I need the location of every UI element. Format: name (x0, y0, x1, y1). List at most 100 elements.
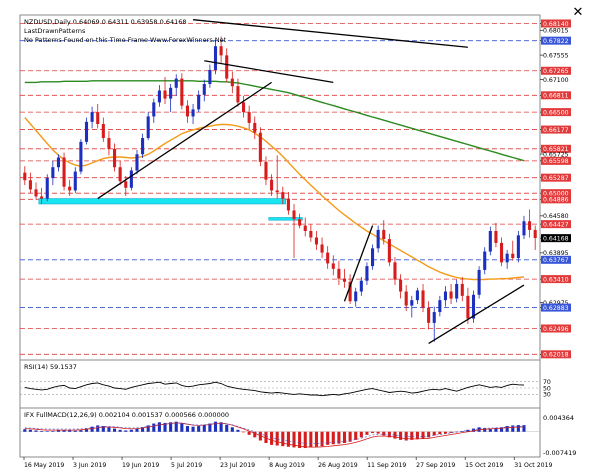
macd-bar (365, 431, 369, 435)
macd-bar (427, 431, 431, 438)
candle-body (399, 279, 403, 292)
trendlines[interactable] (97, 19, 525, 344)
candle-body (511, 253, 515, 259)
trendline[interactable] (193, 19, 468, 48)
macd-bar (40, 431, 44, 432)
candle-body (382, 229, 386, 240)
trendline[interactable] (343, 225, 374, 302)
rsi-level-label: 30 (543, 392, 551, 399)
macd-bar (141, 427, 145, 432)
candle-body (427, 307, 431, 323)
price-label-box (541, 144, 571, 153)
macd-bar (382, 431, 386, 436)
macd-bar (303, 431, 307, 449)
time-label: 8 Aug 2019 (269, 462, 305, 469)
macd-bar (270, 431, 274, 445)
macd-bar (84, 428, 89, 432)
macd-bottom-label: -0.007419 (543, 449, 576, 457)
candle-body (258, 132, 262, 162)
macd-bar (443, 431, 447, 434)
candle-body (247, 112, 251, 123)
candle-body (449, 291, 453, 299)
candle-body (376, 229, 380, 249)
macd-bar (62, 430, 66, 432)
macd-bar (522, 425, 526, 432)
main-price-pane[interactable] (19, 14, 541, 361)
zone-rect (268, 217, 303, 221)
price-label-box (541, 156, 571, 165)
candle-body (253, 122, 257, 133)
time-label: 19 Jun 2019 (122, 462, 159, 469)
candle-body (96, 112, 100, 125)
candle-body (337, 268, 341, 279)
candle-body (107, 138, 111, 149)
time-label: 27 Sep 2019 (416, 462, 455, 469)
macd-bar (281, 431, 285, 447)
candle-body (371, 248, 375, 267)
candle-body (281, 192, 285, 199)
macd-bar (326, 431, 330, 445)
price-label-box (541, 125, 571, 134)
trendline[interactable] (97, 81, 272, 200)
macd-bar (180, 423, 184, 432)
candle-body (314, 237, 318, 245)
candle-body (286, 198, 290, 211)
candle-body (393, 262, 397, 280)
macd-bar (488, 428, 492, 432)
pattern-note: No Patterns Found on this Time Frame Www… (24, 36, 227, 44)
rsi-pane[interactable] (19, 359, 541, 409)
macd-bar (236, 429, 240, 432)
price-label: 0.62496 (543, 326, 569, 333)
price-label: 0.65821 (543, 146, 569, 153)
price-label: 0.63767 (543, 257, 569, 264)
candle-body (225, 55, 229, 79)
macd-bar (500, 427, 504, 432)
trendline[interactable] (428, 284, 525, 344)
candle-body (522, 221, 526, 236)
price-label: 0.62018 (543, 352, 569, 359)
candle-body (23, 172, 27, 181)
macd-bar (23, 429, 27, 432)
candle-body (421, 290, 425, 308)
candle-body (174, 78, 178, 88)
macd-bar (298, 431, 302, 449)
time-label: 23 Jul 2019 (220, 462, 255, 469)
candle-body (466, 295, 470, 319)
symbol-info-line: NZDUSD,Daily 0.64069 0.64311 0.63958 0.6… (24, 18, 187, 26)
rsi-line (24, 381, 525, 397)
indicator-name: LastDrawnPatterns (24, 27, 86, 35)
close-button[interactable]: ✕ (571, 6, 585, 20)
candle-body (309, 231, 313, 238)
price-label: 0.67555 (543, 52, 569, 59)
zone-rect (38, 198, 286, 205)
macd-bar (449, 431, 453, 433)
macd-bar (202, 424, 206, 432)
price-label-box (541, 275, 571, 284)
macd-bar (264, 431, 268, 444)
candle-body (62, 157, 66, 187)
candle-body (410, 300, 414, 306)
candle-body (387, 239, 391, 263)
macd-bar (471, 428, 476, 432)
macd-bar (213, 421, 218, 432)
candle-body (34, 189, 38, 197)
rsi-title: RSI(14) 59.1537 (24, 363, 77, 371)
candle-body (84, 121, 89, 142)
macd-top-label: 0.004364 (543, 414, 574, 422)
price-label-box (541, 324, 571, 333)
macd-bar (107, 427, 111, 432)
candle-body (124, 181, 128, 188)
candle-body (129, 170, 133, 188)
price-label: 0.64427 (543, 221, 569, 228)
price-label: 0.68015 (543, 28, 569, 35)
candle-body (443, 291, 447, 301)
price-label-box (541, 234, 571, 243)
trendline[interactable] (204, 60, 334, 84)
fast-moving-average (24, 117, 525, 281)
candle-body (101, 124, 105, 139)
candle-body (505, 253, 509, 263)
macd-bar (331, 431, 335, 445)
macd-signal-line (24, 422, 524, 448)
